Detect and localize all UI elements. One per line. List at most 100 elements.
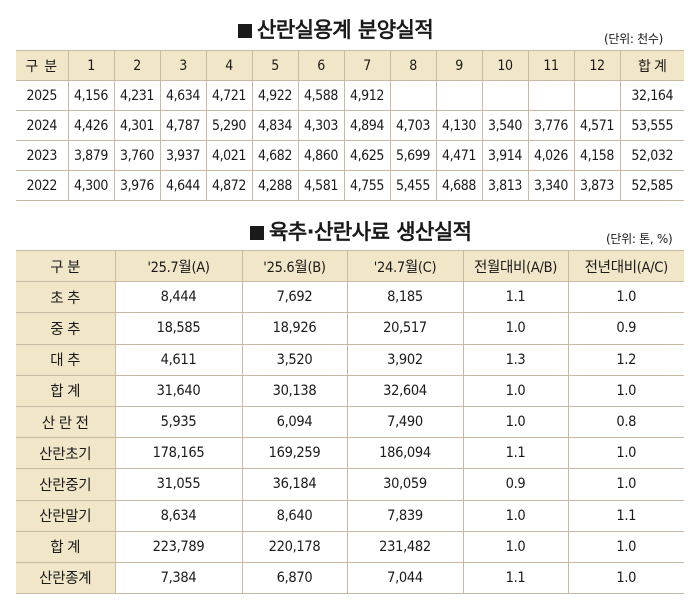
table-cell: 7,692 [241, 281, 348, 314]
column-header: 12 [573, 50, 621, 81]
production-title: 육추·산란사료 생산실적 [250, 216, 472, 246]
table-cell: 4,581 [297, 170, 345, 201]
table-cell: 6,094 [241, 405, 348, 439]
square-bullet-icon [238, 24, 252, 38]
table-cell: 4,625 [343, 140, 391, 171]
row-label: 산란중기 [16, 468, 116, 501]
table-cell: 3,873 [573, 170, 621, 201]
row-label: 합 계 [16, 530, 116, 563]
table-cell: 4,682 [251, 140, 299, 171]
table-cell: 6,870 [241, 561, 348, 595]
sales-title: 산란실용계 분양실적 [238, 14, 434, 44]
table-cell: 4,912 [343, 80, 391, 111]
table-cell: 4,158 [573, 140, 621, 171]
table-cell: 4,688 [435, 170, 483, 201]
table-cell: 3,902 [346, 343, 464, 376]
table-cell: 3,776 [527, 110, 575, 141]
sales-body: 2025 4,156 4,231 4,634 4,721 4,922 4,588 4,912 3… [16, 80, 684, 201]
table-cell: 1.0 [462, 312, 569, 345]
table-cell: 4,894 [343, 110, 391, 141]
table-cell: 1.1 [462, 281, 569, 314]
table-cell: 223,789 [114, 530, 243, 563]
square-bullet-icon [250, 226, 264, 240]
table-cell: 3,540 [481, 110, 529, 141]
sales-title-text: 산란실용계 분양실적 [257, 18, 434, 42]
table-row: 산란종계 7,384 6,870 7,044 1.1 1.0 [16, 561, 684, 595]
table-cell: 178,165 [114, 437, 243, 470]
table-row: 중 추 18,585 18,926 20,517 1.0 0.9 [16, 312, 684, 345]
table-row: 합 계 223,789 220,178 231,482 1.0 1.0 [16, 530, 684, 563]
table-cell: 1.0 [567, 530, 684, 563]
column-header: '25.6월(B) [241, 249, 348, 283]
table-cell: 1.0 [567, 281, 684, 314]
table-cell: 220,178 [241, 530, 348, 563]
sales-unit: (단위: 천수) [604, 32, 663, 46]
table-row: 산란중기 31,055 36,184 30,059 0.9 1.0 [16, 468, 684, 501]
table-cell: 4,634 [159, 80, 207, 111]
table-cell: 4,721 [205, 80, 253, 111]
column-header: 10 [481, 50, 529, 81]
table-cell: 0.9 [567, 312, 684, 345]
production-title-text: 육추·산란사료 생산실적 [269, 220, 472, 244]
table-cell: 3,914 [481, 140, 529, 171]
table-cell: 4,231 [113, 80, 161, 111]
table-cell: 4,301 [113, 110, 161, 141]
table-cell: 1.0 [462, 374, 569, 407]
table-cell: 1.0 [567, 437, 684, 470]
column-header: 9 [435, 50, 483, 81]
table-cell: 4,300 [67, 170, 115, 201]
table-cell: 231,482 [346, 530, 464, 563]
column-header: 3 [159, 50, 207, 81]
table-cell: 1.2 [567, 343, 684, 376]
table-cell: 7,384 [114, 561, 243, 595]
table-cell: 1.3 [462, 343, 569, 376]
table-cell: 186,094 [346, 437, 464, 470]
table-row: 산 란 전 5,935 6,094 7,490 1.0 0.8 [16, 405, 684, 439]
table-row: 2024 4,426 4,301 4,787 5,290 4,834 4,303 4,894 4… [16, 110, 684, 141]
table-cell: 4,026 [527, 140, 575, 171]
table-cell: 7,044 [346, 561, 464, 595]
sales-header-row: 구 분 1 2 3 4 5 6 7 8 9 10 11 12 합 계 [16, 50, 684, 81]
column-header: 8 [389, 50, 437, 81]
row-label: 중 추 [16, 312, 116, 345]
table-cell: 1.0 [462, 530, 569, 563]
table-cell: 5,455 [389, 170, 437, 201]
table-row: 2025 4,156 4,231 4,634 4,721 4,922 4,588 4,912 3… [16, 80, 684, 111]
table-cell: 4,860 [297, 140, 345, 171]
table-cell: 169,259 [241, 437, 348, 470]
row-label: 산란종계 [16, 561, 116, 595]
table-cell: 5,935 [114, 405, 243, 439]
row-label: 2025 [16, 80, 69, 111]
row-label: 초 추 [16, 281, 116, 314]
table-cell: 4,834 [251, 110, 299, 141]
table-cell: 3,520 [241, 343, 348, 376]
table-cell: 3,760 [113, 140, 161, 171]
row-label: 대 추 [16, 343, 116, 376]
column-header: 구 분 [16, 50, 69, 81]
row-label: 산 란 전 [16, 405, 116, 439]
table-row: 산란말기 8,634 8,640 7,839 1.0 1.1 [16, 499, 684, 532]
table-cell: 7,490 [346, 405, 464, 439]
column-header: 5 [251, 50, 299, 81]
table-cell: 4,755 [343, 170, 391, 201]
column-header: 구 분 [16, 249, 116, 283]
table-cell: 4,303 [297, 110, 345, 141]
table-cell: 18,926 [241, 312, 348, 345]
table-cell: 0.9 [462, 468, 569, 501]
table-cell: 1.0 [567, 374, 684, 407]
table-cell: 0.8 [567, 405, 684, 439]
table-cell: 1.1 [462, 437, 569, 470]
table-row: 산란초기 178,165 169,259 186,094 1.1 1.0 [16, 437, 684, 470]
table-cell: 4,426 [67, 110, 115, 141]
table-cell: 31,055 [114, 468, 243, 501]
table-row: 대 추 4,611 3,520 3,902 1.3 1.2 [16, 343, 684, 376]
column-header: 전년대비(A/C) [567, 249, 684, 283]
table-cell: 4,021 [205, 140, 253, 171]
table-cell: 18,585 [114, 312, 243, 345]
table-cell: 1.0 [462, 405, 569, 439]
table-cell: 4,130 [435, 110, 483, 141]
table-cell: 4,471 [435, 140, 483, 171]
row-label: 2022 [16, 170, 69, 201]
production-header-row: 구 분 '25.7월(A) '25.6월(B) '24.7월(C) 전월대비(A… [16, 249, 684, 283]
column-header: '25.7월(A) [114, 249, 243, 283]
